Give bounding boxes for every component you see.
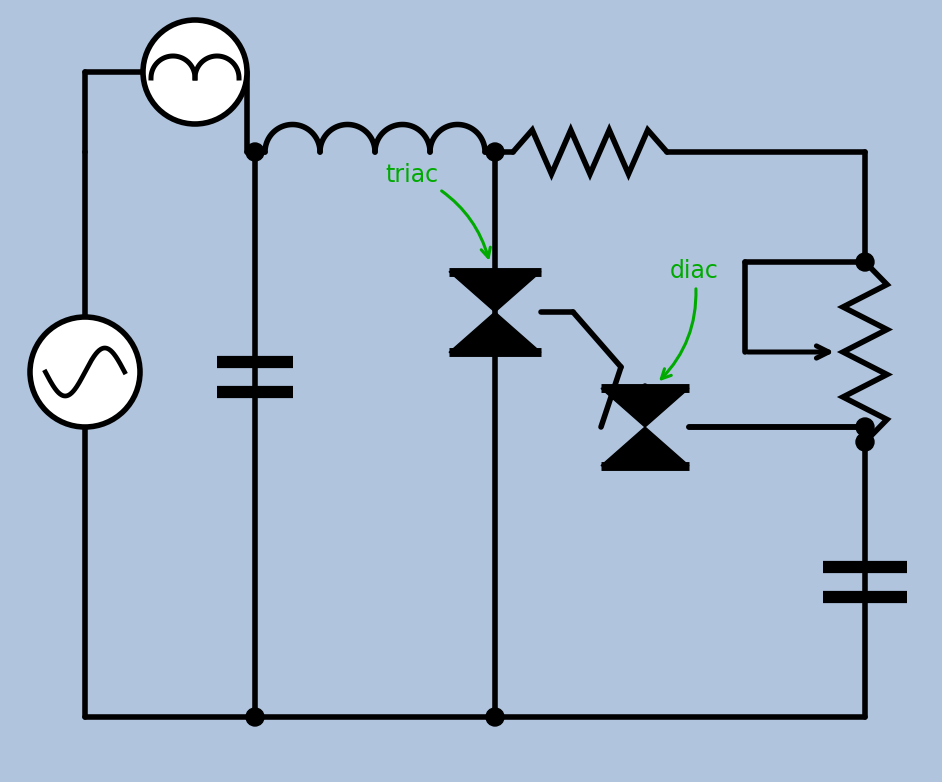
Text: diac: diac bbox=[661, 260, 719, 378]
Circle shape bbox=[30, 317, 140, 427]
Circle shape bbox=[856, 253, 874, 271]
Polygon shape bbox=[601, 389, 689, 427]
Circle shape bbox=[486, 143, 504, 161]
Circle shape bbox=[856, 433, 874, 451]
Text: triac: triac bbox=[385, 163, 490, 257]
Circle shape bbox=[246, 708, 264, 726]
Circle shape bbox=[486, 708, 504, 726]
Circle shape bbox=[856, 418, 874, 436]
Circle shape bbox=[143, 20, 247, 124]
Circle shape bbox=[246, 143, 264, 161]
Polygon shape bbox=[601, 427, 689, 466]
Polygon shape bbox=[449, 312, 541, 353]
Polygon shape bbox=[449, 271, 541, 312]
